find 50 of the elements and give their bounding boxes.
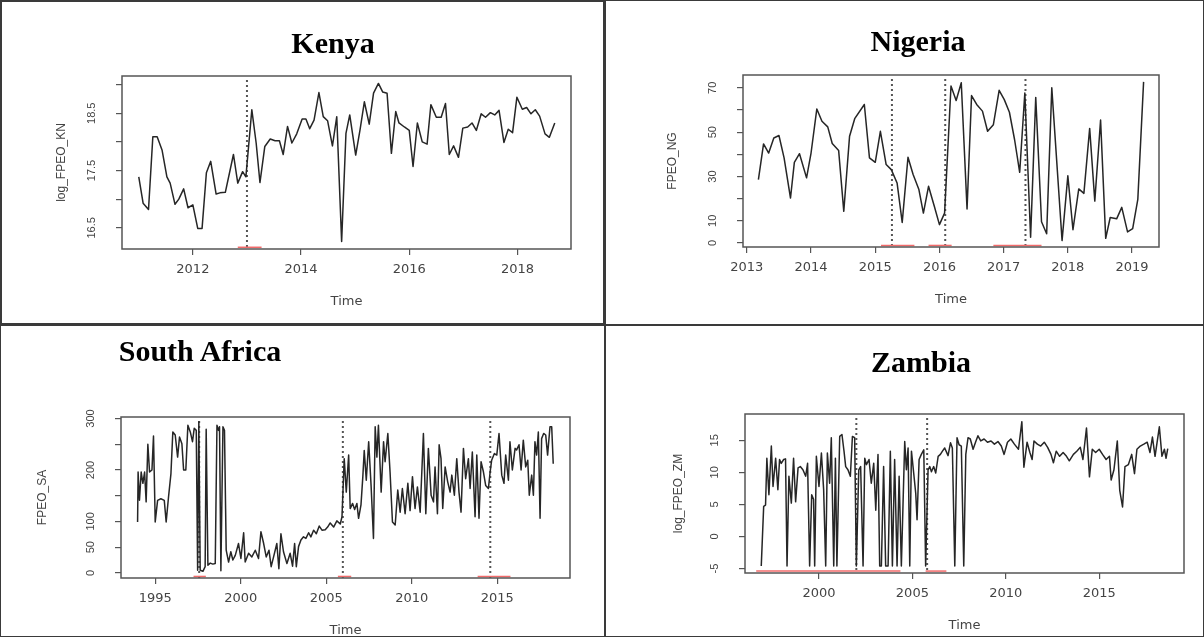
y-tick-label: 0 bbox=[84, 569, 97, 576]
y-tick-label: 5 bbox=[708, 501, 721, 508]
y-tick-label: 15 bbox=[708, 434, 721, 447]
y-tick-label: 10 bbox=[708, 466, 721, 479]
x-tick-label: 1995 bbox=[138, 590, 172, 606]
y-tick-label: 50 bbox=[706, 126, 719, 139]
chart-title: Zambia bbox=[870, 345, 972, 379]
y-tick-label: 30 bbox=[706, 170, 719, 183]
y-tick-label: 17.5 bbox=[85, 159, 98, 182]
x-tick-label: 2013 bbox=[730, 259, 764, 275]
x-tick-label: 2000 bbox=[224, 590, 258, 606]
y-tick-label: 10 bbox=[706, 214, 719, 227]
x-tick-label: 2018 bbox=[500, 261, 534, 277]
x-axis-title: Time bbox=[934, 290, 967, 306]
x-tick-label: 2010 bbox=[989, 585, 1023, 601]
chart-title: Kenya bbox=[291, 26, 375, 60]
x-tick-label: 2012 bbox=[176, 261, 210, 277]
x-tick-label: 2010 bbox=[395, 590, 429, 606]
y-tick-label: 70 bbox=[706, 81, 719, 94]
chart-title: South Africa bbox=[118, 334, 282, 368]
y-tick-label: 100 bbox=[84, 512, 97, 531]
y-tick-label: -5 bbox=[708, 563, 721, 574]
x-tick-label: 2000 bbox=[802, 585, 836, 601]
x-tick-label: 2015 bbox=[1082, 585, 1116, 601]
y-tick-label: 300 bbox=[84, 409, 97, 428]
y-axis-title: log_FPEO_KN bbox=[53, 123, 68, 202]
x-tick-label: 2016 bbox=[392, 261, 426, 277]
y-tick-label: 0 bbox=[708, 533, 721, 540]
y-tick-label: 0 bbox=[706, 239, 719, 247]
y-axis-title: FPEO_NG bbox=[664, 132, 679, 190]
x-tick-label: 2018 bbox=[1051, 259, 1085, 275]
x-tick-label: 2014 bbox=[284, 261, 318, 277]
x-tick-label: 2015 bbox=[480, 590, 514, 606]
y-tick-label: 200 bbox=[84, 460, 97, 480]
y-tick-label: 16.5 bbox=[85, 217, 98, 239]
y-tick-label: 50 bbox=[84, 541, 97, 554]
x-tick-label: 2019 bbox=[1115, 259, 1149, 275]
y-axis-title: FPEO_SA bbox=[34, 469, 49, 526]
x-axis-title: Time bbox=[328, 621, 362, 637]
y-tick-label: 18.5 bbox=[85, 102, 98, 124]
x-tick-label: 2005 bbox=[895, 585, 929, 601]
x-tick-label: 2016 bbox=[922, 259, 956, 275]
y-axis-title: log_FPEO_ZM bbox=[670, 453, 685, 534]
x-tick-label: 2017 bbox=[987, 259, 1021, 275]
x-tick-label: 2014 bbox=[794, 259, 828, 275]
chart-title: Nigeria bbox=[870, 24, 966, 58]
x-tick-label: 2005 bbox=[309, 590, 343, 606]
x-axis-title: Time bbox=[329, 292, 363, 308]
x-axis-title: Time bbox=[947, 616, 981, 632]
x-tick-label: 2015 bbox=[858, 259, 892, 275]
